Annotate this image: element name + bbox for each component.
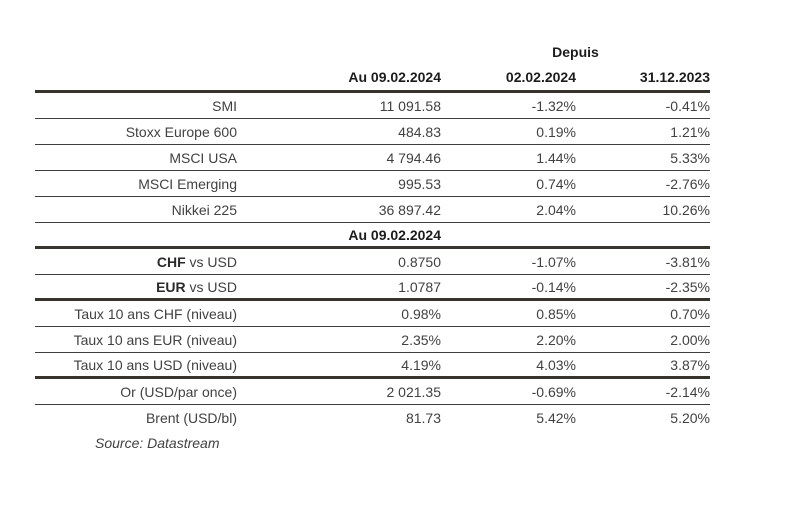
row-value: 4.19%	[401, 356, 441, 373]
row-nikkei-225: Nikkei 225 36 897.42 2.04% 10.26%	[35, 197, 710, 223]
row-since-2: -2.35%	[665, 278, 710, 295]
row-value: 2 021.35	[386, 383, 442, 400]
depuis-header-row: Depuis	[35, 40, 710, 64]
row-eur-vs-usd: EUR vs USD 1.0787 -0.14% -2.35%	[35, 275, 710, 301]
row-label: Or (USD/par once)	[120, 383, 237, 400]
row-since-2: 1.21%	[670, 123, 710, 140]
row-taux-10-ans-usd: Taux 10 ans USD (niveau) 4.19% 4.03% 3.8…	[35, 353, 710, 379]
row-label: Taux 10 ans EUR (niveau)	[73, 331, 237, 348]
row-msci-emerging: MSCI Emerging 995.53 0.74% -2.76%	[35, 171, 710, 197]
row-label: EUR vs USD	[35, 279, 247, 295]
row-since-1: 0.19%	[536, 123, 576, 140]
row-since-2: -0.41%	[665, 97, 710, 114]
row-value: 484.83	[398, 123, 441, 140]
currency-code: CHF	[156, 253, 186, 270]
row-value: 36 897.42	[378, 201, 441, 218]
column-header-since-2: 31.12.2023	[639, 69, 710, 85]
row-since-1: 5.42%	[536, 409, 576, 426]
row-smi: SMI 11 091.58 -1.32% -0.41%	[35, 93, 710, 119]
row-since-2: -2.14%	[665, 383, 710, 400]
row-taux-10-ans-chf: Taux 10 ans CHF (niveau) 0.98% 0.85% 0.7…	[35, 301, 710, 327]
column-header-value: Au 09.02.2024	[348, 69, 441, 85]
row-since-1: 1.44%	[536, 149, 576, 166]
row-label: Taux 10 ans CHF (niveau)	[74, 305, 237, 322]
row-since-2: 5.33%	[670, 149, 710, 166]
row-value: 81.73	[405, 409, 441, 426]
row-label: MSCI Emerging	[138, 175, 237, 192]
source-note: Source: Datastream	[95, 435, 220, 451]
row-label: Brent (USD/bl)	[145, 409, 237, 426]
row-since-1: 0.85%	[536, 305, 576, 322]
row-label: Taux 10 ans USD (niveau)	[73, 356, 237, 373]
depuis-label: Depuis	[552, 44, 599, 60]
row-since-2: 10.26%	[662, 201, 710, 218]
row-since-2: 5.20%	[670, 409, 710, 426]
row-since-1: 4.03%	[536, 356, 576, 373]
row-chf-vs-usd: CHF vs USD 0.8750 -1.07% -3.81%	[35, 249, 710, 275]
row-value: 1.0787	[398, 278, 441, 295]
market-data-table: Depuis Au 09.02.2024 02.02.2024 31.12.20…	[35, 40, 710, 451]
row-value: 0.8750	[398, 253, 441, 270]
row-label: SMI	[212, 97, 237, 114]
fx-section-header-row: Au 09.02.2024	[35, 223, 710, 249]
row-since-1: -0.14%	[531, 278, 576, 295]
row-since-2: 2.00%	[670, 331, 710, 348]
row-since-2: -3.81%	[665, 253, 710, 270]
row-value: 995.53	[398, 175, 441, 192]
row-msci-usa: MSCI USA 4 794.46 1.44% 5.33%	[35, 145, 710, 171]
row-since-1: 2.20%	[536, 331, 576, 348]
row-value: 4 794.46	[386, 149, 442, 166]
currency-pair-rest: vs USD	[185, 278, 237, 295]
row-label: Nikkei 225	[171, 201, 237, 218]
row-since-2: -2.76%	[665, 175, 710, 192]
row-value: 0.98%	[401, 305, 441, 322]
row-stoxx-europe-600: Stoxx Europe 600 484.83 0.19% 1.21%	[35, 119, 710, 145]
row-or-gold: Or (USD/par once) 2 021.35 -0.69% -2.14%	[35, 379, 710, 405]
row-taux-10-ans-eur: Taux 10 ans EUR (niveau) 2.35% 2.20% 2.0…	[35, 327, 710, 353]
row-brent: Brent (USD/bl) 81.73 5.42% 5.20%	[35, 405, 710, 430]
row-label: CHF vs USD	[35, 254, 247, 270]
row-label: Stoxx Europe 600	[125, 123, 237, 140]
row-since-2: 3.87%	[670, 356, 710, 373]
currency-code: EUR	[156, 278, 186, 295]
row-since-1: 0.74%	[536, 175, 576, 192]
row-since-1: -0.69%	[531, 383, 576, 400]
row-value: 11 091.58	[379, 97, 441, 114]
column-header-row: Au 09.02.2024 02.02.2024 31.12.2023	[35, 64, 710, 93]
row-since-1: -1.32%	[531, 97, 576, 114]
row-since-1: -1.07%	[531, 253, 576, 270]
fx-section-header-label: Au 09.02.2024	[348, 226, 441, 243]
column-header-since-1: 02.02.2024	[505, 69, 576, 85]
row-label: MSCI USA	[169, 149, 237, 166]
currency-pair-rest: vs USD	[185, 253, 237, 270]
row-value: 2.35%	[401, 331, 441, 348]
row-since-1: 2.04%	[536, 201, 576, 218]
row-since-2: 0.70%	[670, 305, 710, 322]
